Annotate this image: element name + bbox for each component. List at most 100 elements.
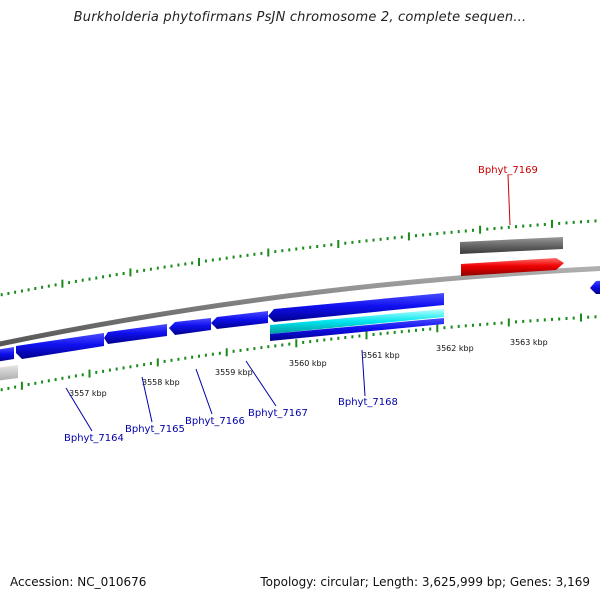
- minor-tick: [170, 358, 173, 362]
- minor-tick: [108, 368, 111, 372]
- minor-tick: [288, 248, 291, 252]
- minor-tick: [594, 315, 597, 319]
- minor-tick: [507, 225, 510, 229]
- topology-text: Topology: circular; Length: 3,625,999 bp…: [260, 575, 590, 589]
- gene-arrow-Bphyt_7169[interactable]: [461, 258, 564, 276]
- minor-tick: [443, 231, 446, 235]
- minor-tick: [74, 374, 77, 378]
- gene-arrow-Bphyt_7164[interactable]: [16, 333, 104, 359]
- scale-labels: 3557 kbp 3558 kbp 3559 kbp 3560 kbp 3561…: [69, 338, 548, 398]
- gene-label-Bphyt_7168[interactable]: Bphyt_7168: [338, 397, 398, 408]
- minor-tick: [372, 333, 375, 336]
- major-tick: [129, 268, 132, 277]
- gene-arrow-Bphyt_7168[interactable]: [268, 293, 444, 322]
- minor-tick: [393, 236, 396, 240]
- gene-arrow-Bphyt_7166[interactable]: [169, 318, 211, 335]
- minor-tick: [558, 221, 561, 225]
- minor-tick: [330, 243, 333, 247]
- minor-tick: [565, 221, 568, 225]
- pseudogene-feature-Bphyt_7169[interactable]: [460, 237, 563, 254]
- minor-tick: [295, 247, 298, 251]
- minor-tick: [115, 367, 118, 371]
- minor-tick: [74, 279, 77, 283]
- minor-tick: [0, 388, 3, 392]
- minor-tick: [170, 264, 173, 268]
- minor-tick: [281, 249, 284, 253]
- minor-tick: [330, 337, 333, 341]
- chromosome-backbone: [0, 265, 600, 347]
- minor-tick: [515, 225, 517, 229]
- minor-tick: [551, 317, 553, 321]
- minor-tick: [177, 263, 180, 267]
- minor-tick: [184, 262, 187, 266]
- minor-tick: [211, 258, 214, 262]
- major-tick: [365, 331, 368, 340]
- minor-tick: [191, 261, 194, 265]
- minor-tick: [34, 381, 37, 385]
- forward-strand-features: [460, 237, 600, 294]
- gene-label-Bphyt_7167[interactable]: Bphyt_7167: [248, 408, 308, 419]
- minor-tick: [580, 220, 582, 224]
- minor-tick: [81, 278, 84, 282]
- minor-tick: [400, 330, 403, 334]
- gene-arrow-Bphyt_7165[interactable]: [104, 324, 167, 344]
- minor-tick: [143, 268, 146, 272]
- kbp-label: 3558 kbp: [142, 378, 180, 387]
- minor-tick: [102, 275, 105, 279]
- minor-tick: [443, 326, 446, 330]
- minor-tick: [204, 353, 207, 357]
- minor-tick: [464, 324, 467, 328]
- gene-label-Bphyt_7169[interactable]: Bphyt_7169: [478, 165, 538, 176]
- leader-line-Bphyt_7164: [65, 387, 93, 432]
- minor-tick: [393, 330, 396, 334]
- minor-tick: [239, 254, 242, 258]
- minor-tick: [88, 277, 91, 281]
- gene-label-Bphyt_7166[interactable]: Bphyt_7166: [185, 416, 245, 427]
- minor-tick: [536, 318, 539, 322]
- minor-tick: [281, 343, 284, 347]
- minor-tick: [246, 253, 249, 257]
- minor-tick: [457, 230, 460, 234]
- leader-line-Bphyt_7165: [141, 376, 153, 423]
- minor-tick: [27, 383, 30, 386]
- major-tick: [479, 225, 482, 234]
- minor-tick: [543, 318, 546, 322]
- minor-tick: [81, 373, 84, 377]
- minor-tick: [136, 364, 139, 368]
- leader-line-Bphyt_7169: [507, 174, 511, 226]
- minor-tick: [163, 265, 166, 269]
- minor-tick: [522, 224, 525, 228]
- minor-tick: [7, 386, 10, 390]
- rna-feature[interactable]: [270, 309, 444, 334]
- partial-feature-left[interactable]: [0, 365, 18, 381]
- gene-label-Bphyt_7165[interactable]: Bphyt_7165: [125, 424, 185, 435]
- minor-tick: [253, 347, 256, 351]
- major-tick: [507, 318, 510, 327]
- minor-tick: [472, 228, 474, 232]
- minor-tick: [372, 238, 375, 242]
- gene-label-Bphyt_7164[interactable]: Bphyt_7164: [64, 433, 124, 444]
- major-tick: [156, 358, 159, 367]
- minor-tick: [415, 328, 417, 332]
- minor-tick: [54, 378, 57, 382]
- minor-tick: [316, 339, 319, 343]
- minor-tick: [565, 317, 568, 320]
- minor-tick: [386, 237, 389, 241]
- gene-arrow-Bphyt_7167[interactable]: [211, 311, 268, 329]
- minor-tick: [218, 351, 221, 355]
- minor-tick: [587, 315, 590, 319]
- minor-tick: [529, 224, 532, 228]
- kbp-label: 3557 kbp: [69, 389, 107, 398]
- cds-feature-Bphyt_7168[interactable]: [270, 318, 444, 341]
- leader-line-Bphyt_7167: [245, 360, 277, 407]
- minor-tick: [122, 272, 125, 275]
- minor-tick: [529, 319, 532, 323]
- minor-tick: [486, 227, 489, 231]
- gene-arrow-partial-left[interactable]: [0, 347, 14, 362]
- minor-tick: [344, 241, 347, 245]
- minor-tick: [211, 352, 214, 356]
- minor-tick: [122, 366, 125, 370]
- gene-arrow-next-forward[interactable]: [590, 280, 600, 294]
